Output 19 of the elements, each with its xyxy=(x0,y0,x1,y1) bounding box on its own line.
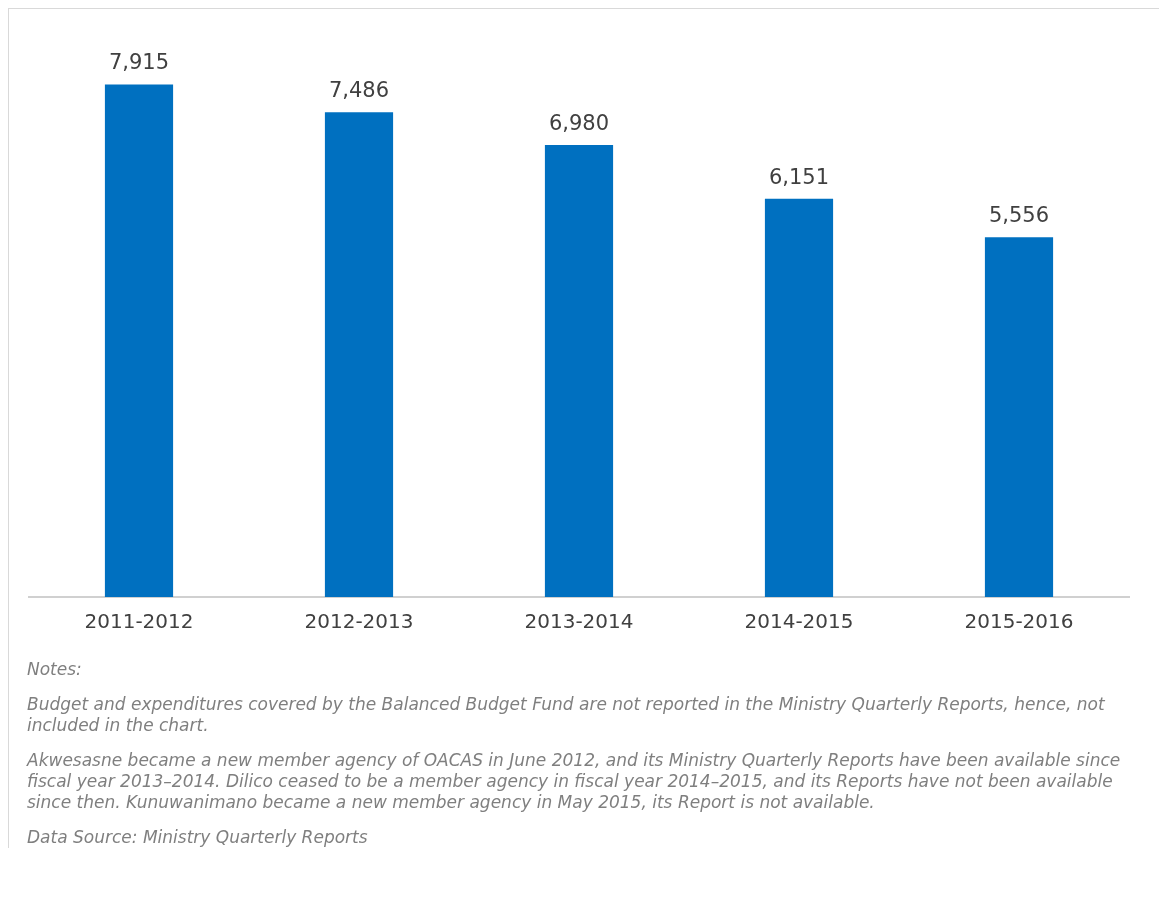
data-label: 6,980 xyxy=(548,111,610,135)
data-label: 5,556 xyxy=(988,203,1050,228)
x-tick-label: 2012-2013 xyxy=(304,609,414,634)
x-tick-label: 2013-2014 xyxy=(524,609,634,634)
text: Akwesasne became a new member agency of OACAS in June 2012, and its Ministry Quarterly Reports have been available since fiscal year 2013–2014. Dilico ceased to be a member agency in fiscal year 2014–2015, and its Reports have not been available since then. Kunuwanimano became a new member agency in May 2015, its Report is not available. xyxy=(27,750,1122,813)
data-label: 6,151 xyxy=(768,164,830,189)
bar xyxy=(104,84,174,597)
bar xyxy=(544,145,614,597)
x-tick-label: 2011-2012 xyxy=(84,609,194,634)
bar xyxy=(984,237,1054,597)
bar xyxy=(764,198,834,597)
text: Notes: xyxy=(27,659,83,680)
data-label: 7,486 xyxy=(328,78,390,103)
source-note: Data Source: Ministry Quarterly Reports xyxy=(27,827,369,848)
bar xyxy=(324,112,394,597)
data-label: 7,915 xyxy=(108,50,170,75)
x-tick-label: 2014-2015 xyxy=(744,609,854,634)
x-tick-label: 2015-2016 xyxy=(964,609,1074,634)
text: Budget and expenditures covered by the Balanced Budget Fund are not reported in the Ministry Quarterly Reports, hence, not included in the chart. xyxy=(27,694,1106,736)
